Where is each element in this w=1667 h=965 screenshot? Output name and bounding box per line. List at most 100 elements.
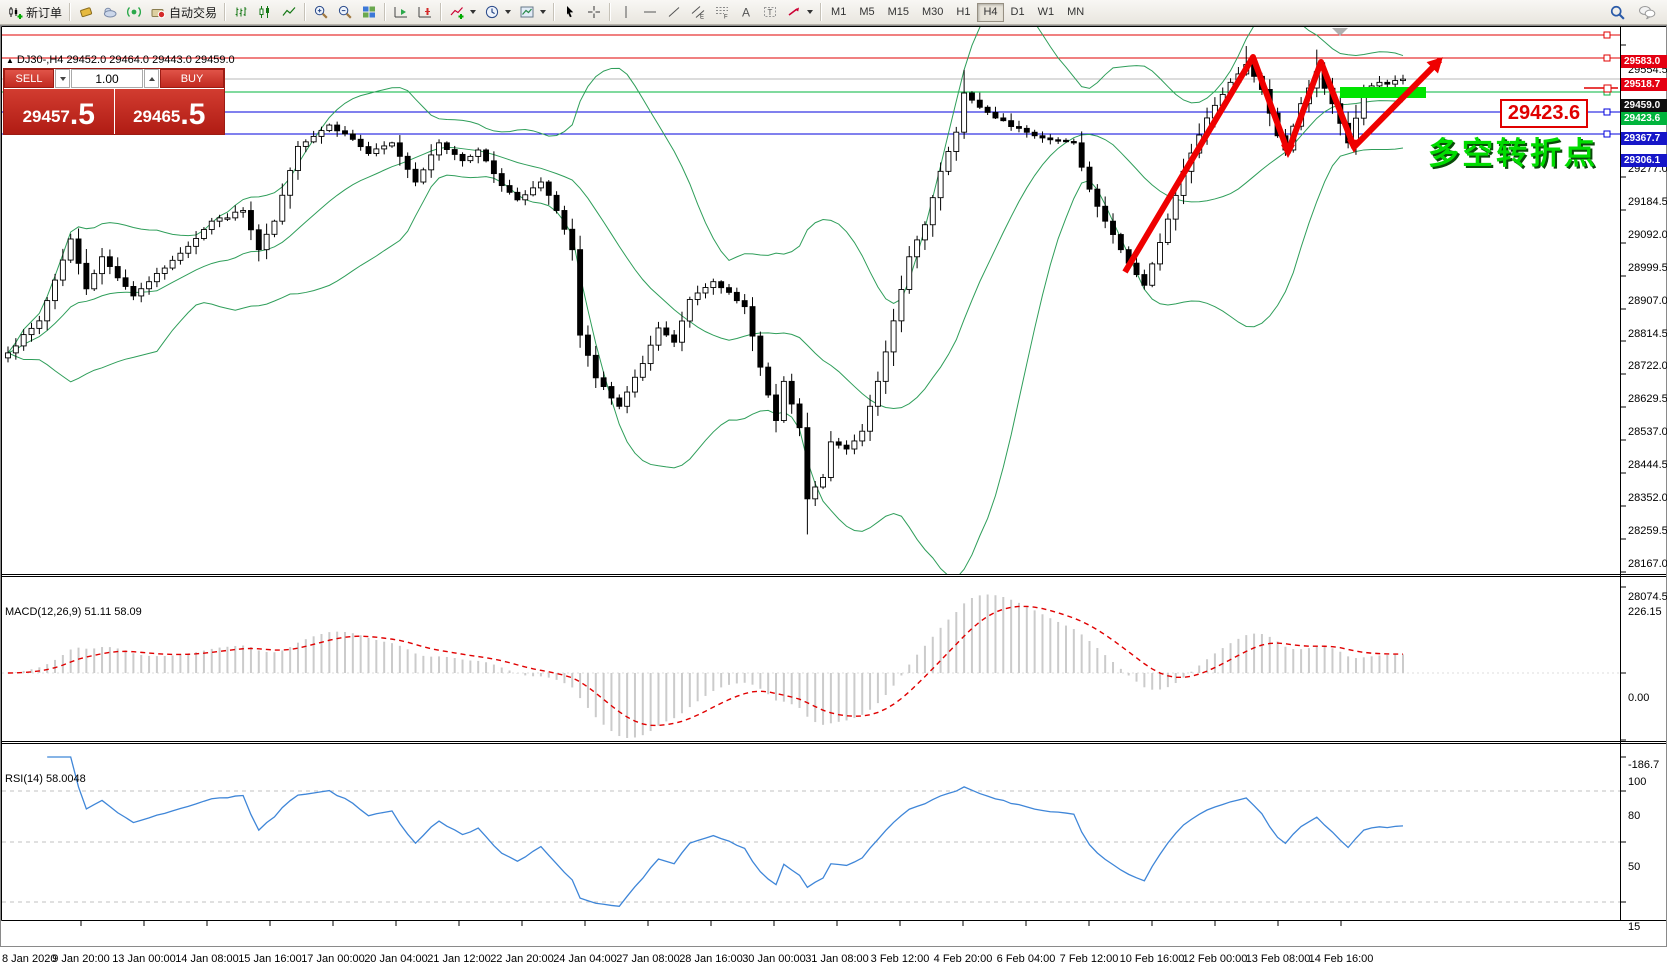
time-tick-label: 14 Jan 08:00	[175, 953, 239, 965]
toolbar-separator	[304, 3, 307, 21]
rsi-pane[interactable]	[2, 756, 1620, 907]
down-arrow-icon	[59, 76, 66, 81]
toolbar-separator	[440, 3, 443, 21]
timeframe-h1-button[interactable]: H1	[950, 3, 976, 22]
toolbar-separator	[609, 3, 612, 21]
timeframe-d1-button[interactable]: D1	[1005, 3, 1031, 22]
horizontal-line-button[interactable]	[638, 1, 662, 23]
indicators-button[interactable]	[445, 1, 480, 23]
time-tick-label: 9 Jan 20:00	[52, 953, 110, 965]
periods-button[interactable]	[480, 1, 515, 23]
toolbar-separator	[820, 3, 823, 21]
time-tick-label: 13 Feb 08:00	[1245, 953, 1311, 965]
indicators-icon	[450, 7, 464, 19]
time-tick-label: 21 Jan 12:00	[427, 953, 491, 965]
time-tick-label: 7 Feb 12:00	[1059, 953, 1119, 965]
buy-price-frac: .5	[180, 98, 206, 131]
svg-text:A: A	[742, 6, 750, 20]
trendline-button[interactable]	[662, 1, 686, 23]
timeframe-h4-button[interactable]: H4	[977, 2, 1004, 22]
timeframe-mn-button[interactable]: MN	[1061, 3, 1090, 22]
timeframe-w1-button[interactable]: W1	[1032, 3, 1061, 22]
candles	[5, 46, 1406, 535]
search-button[interactable]	[1605, 1, 1630, 23]
chat-icon	[1639, 6, 1656, 20]
time-tick-label: 30 Jan 00:00	[742, 953, 806, 965]
tile-windows-button[interactable]	[357, 1, 381, 23]
volume-input[interactable]	[71, 69, 143, 88]
timeframe-m15-button[interactable]: M15	[882, 3, 915, 22]
time-tick-label: 31 Jan 08:00	[805, 953, 869, 965]
zoom-in-icon	[314, 5, 328, 19]
chart-bars-button[interactable]	[229, 1, 253, 23]
sell-price-frac: .5	[69, 98, 95, 131]
toolbar-separator	[553, 3, 556, 21]
signals-button[interactable]	[122, 1, 146, 23]
new-order-label: 新订单	[26, 5, 63, 20]
channel-button[interactable]: E	[686, 1, 710, 23]
community-button[interactable]	[98, 1, 122, 23]
horizontal-lines[interactable]	[2, 31, 1620, 138]
dropdown-arrow-icon	[807, 10, 814, 14]
time-tick-label: 8 Jan 2020	[2, 953, 57, 965]
text-label-icon: T	[764, 7, 777, 17]
vertical-line-button[interactable]	[614, 1, 638, 23]
sell-button[interactable]: SELL	[4, 69, 54, 88]
toolbar-separator	[69, 3, 72, 21]
buy-price-main: 29465	[133, 107, 181, 126]
text-label-button[interactable]: T	[758, 1, 782, 23]
template-icon	[520, 6, 534, 18]
macd-pane[interactable]	[2, 594, 1620, 738]
clock-icon	[485, 5, 499, 19]
chart-shift-button[interactable]	[413, 1, 437, 23]
text-button[interactable]: A	[734, 1, 758, 23]
buy-button[interactable]: BUY	[160, 69, 224, 88]
autotrading-button[interactable]: 自动交易	[146, 1, 221, 23]
autotrading-label: 自动交易	[169, 5, 218, 20]
time-tick-label: 17 Jan 00:00	[301, 953, 365, 965]
timeframe-m5-button[interactable]: M5	[853, 3, 880, 22]
trendline-icon	[668, 7, 680, 17]
fibonacci-button[interactable]: F	[710, 1, 734, 23]
arrows-button[interactable]	[782, 1, 817, 23]
bar-chart-icon	[235, 7, 247, 17]
auto-scroll-button[interactable]	[389, 1, 413, 23]
timeframe-toolbar: M1 M5 M15 M30 H1 H4 D1 W1 MN	[825, 2, 1090, 22]
crosshair-button[interactable]	[582, 1, 606, 23]
zoom-out-icon	[338, 5, 352, 19]
text-icon: A	[742, 6, 750, 20]
chart-canvas[interactable]	[0, 25, 1667, 947]
templates-button[interactable]	[515, 1, 550, 23]
time-tick-label: 22 Jan 20:00	[490, 953, 554, 965]
sell-price-display[interactable]: 29457.5	[4, 89, 114, 134]
one-click-trade-panel: SELL BUY 29457.5 29465.5	[3, 68, 225, 135]
cursor-button[interactable]	[558, 1, 582, 23]
annotations[interactable]	[1122, 28, 1618, 274]
zoom-in-button[interactable]	[309, 1, 333, 23]
timeframe-m1-button[interactable]: M1	[825, 3, 852, 22]
signals-icon	[127, 7, 141, 17]
timeframe-m30-button[interactable]: M30	[916, 3, 949, 22]
zoom-out-button[interactable]	[333, 1, 357, 23]
time-tick-label: 6 Feb 04:00	[996, 953, 1056, 965]
volume-decrease-button[interactable]	[55, 69, 70, 88]
buy-price-display[interactable]: 29465.5	[114, 89, 224, 134]
time-tick-label: 3 Feb 12:00	[870, 953, 930, 965]
vertical-line-icon	[625, 6, 627, 18]
time-tick-label: 27 Jan 08:00	[616, 953, 680, 965]
volume-increase-button[interactable]	[144, 69, 159, 88]
new-order-icon	[9, 7, 23, 19]
up-arrow-icon	[148, 76, 155, 81]
pane-borders	[0, 25, 1667, 947]
chart-candles-button[interactable]	[253, 1, 277, 23]
chart-window[interactable]: ▲ DJ30-,H4 29452.0 29464.0 29443.0 29459.…	[0, 25, 1667, 965]
chart-line-button[interactable]	[277, 1, 301, 23]
fibonacci-icon: F	[716, 7, 729, 21]
svg-text:F: F	[724, 15, 728, 21]
tile-windows-icon	[363, 6, 376, 18]
new-order-button[interactable]: 新订单	[3, 1, 66, 23]
time-tick-label: 4 Feb 20:00	[933, 953, 993, 965]
alerts-button[interactable]	[74, 1, 98, 23]
chat-button[interactable]	[1634, 1, 1660, 23]
